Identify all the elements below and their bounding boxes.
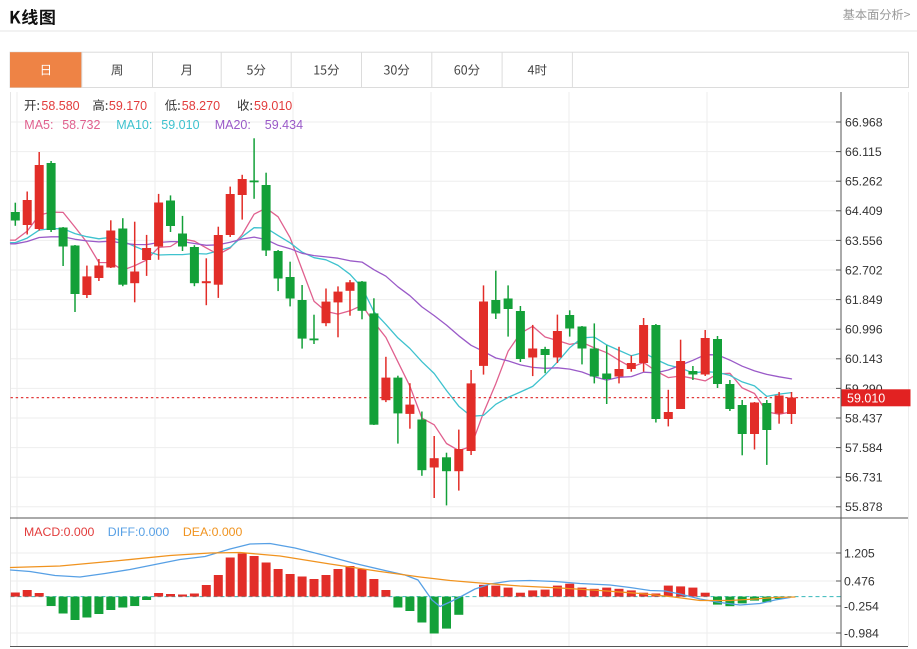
svg-text:1.205: 1.205 bbox=[844, 546, 875, 560]
svg-text:60.143: 60.143 bbox=[845, 352, 883, 366]
svg-text:-0.984: -0.984 bbox=[844, 626, 879, 640]
svg-text:58.580: 58.580 bbox=[41, 99, 79, 113]
svg-text:58.732: 58.732 bbox=[62, 118, 100, 132]
svg-text:MA10:: MA10: bbox=[116, 118, 152, 132]
svg-text:-0.254: -0.254 bbox=[844, 599, 879, 613]
svg-text:64.409: 64.409 bbox=[845, 204, 883, 218]
svg-text:DEA:0.000: DEA:0.000 bbox=[183, 525, 243, 539]
svg-text:66.968: 66.968 bbox=[845, 115, 883, 129]
svg-text:61.849: 61.849 bbox=[845, 293, 883, 307]
svg-text:59.170: 59.170 bbox=[109, 99, 147, 113]
svg-text:59.010: 59.010 bbox=[254, 99, 292, 113]
svg-text:55.878: 55.878 bbox=[845, 500, 883, 514]
svg-text:66.115: 66.115 bbox=[845, 145, 882, 159]
svg-text:60.996: 60.996 bbox=[845, 323, 883, 337]
svg-text:MA20:: MA20: bbox=[215, 118, 251, 132]
svg-text:DIFF:0.000: DIFF:0.000 bbox=[108, 525, 170, 539]
svg-text:63.556: 63.556 bbox=[845, 234, 883, 248]
svg-text:59.010: 59.010 bbox=[161, 118, 199, 132]
svg-text:62.702: 62.702 bbox=[845, 263, 883, 277]
svg-text:MACD:0.000: MACD:0.000 bbox=[24, 525, 95, 539]
svg-text:57.584: 57.584 bbox=[845, 441, 883, 455]
svg-text:59.434: 59.434 bbox=[265, 118, 303, 132]
svg-text:58.437: 58.437 bbox=[845, 411, 883, 425]
svg-text:59.010: 59.010 bbox=[847, 392, 885, 406]
svg-text:0.476: 0.476 bbox=[844, 574, 875, 588]
svg-text:65.262: 65.262 bbox=[845, 175, 883, 189]
svg-text:MA5:: MA5: bbox=[24, 118, 53, 132]
svg-text:58.270: 58.270 bbox=[182, 99, 220, 113]
svg-text:56.731: 56.731 bbox=[845, 471, 883, 485]
